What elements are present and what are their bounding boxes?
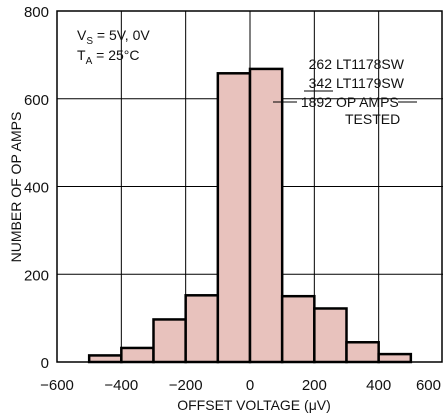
x-tick-label: −600 (40, 377, 74, 394)
x-tick-label: 200 (302, 377, 327, 394)
x-tick-labels: −600 −400 −200 0 200 400 600 (40, 377, 441, 394)
x-tick-label: 600 (416, 377, 441, 394)
y-tick-label: 0 (41, 355, 49, 372)
tested-label: TESTED (345, 111, 400, 127)
histogram-bar-9 (345, 341, 380, 364)
count-number-total: 1892 (301, 94, 332, 110)
y-axis-label: NUMBER OF OP AMPS (8, 112, 24, 263)
count-number-1: 262 (309, 56, 333, 72)
y-tick-labels: 0 200 400 600 800 (24, 4, 49, 372)
x-axis-label: OFFSET VOLTAGE (μV) (177, 397, 331, 413)
x-tick-label: −200 (169, 377, 203, 394)
count-label-2: LT1179SW (336, 75, 405, 91)
x-tick-label: 0 (246, 377, 254, 394)
histogram-bar-3 (152, 318, 187, 364)
y-tick-label: 200 (24, 267, 49, 284)
y-tick-label: 800 (24, 4, 49, 21)
histogram-bar-7 (280, 294, 316, 364)
histogram-bar-6 (248, 67, 284, 364)
x-tick-label: −400 (104, 377, 138, 394)
histogram-bar-4 (184, 294, 220, 364)
histogram-bar-8 (313, 307, 348, 364)
histogram-bar-10 (377, 352, 413, 364)
x-tick-label: 400 (366, 377, 391, 394)
count-annotation: 262 LT1178SW 342 LT1179SW 1892 OP AMPS T… (273, 56, 417, 127)
y-tick-label: 600 (24, 92, 49, 109)
histogram-bar-5 (216, 72, 252, 364)
count-label-total: OP AMPS (336, 94, 399, 110)
supply-voltage-annotation: VS = 5V, 0V (77, 27, 150, 47)
histogram-bar-1 (87, 354, 123, 364)
count-number-2: 342 (309, 75, 333, 91)
y-tick-label: 400 (24, 180, 49, 197)
plot-frame (56, 10, 443, 363)
count-label-1: LT1178SW (336, 56, 405, 72)
temperature-annotation: TA = 25°C (77, 47, 139, 67)
histogram-bar-2 (120, 346, 155, 364)
